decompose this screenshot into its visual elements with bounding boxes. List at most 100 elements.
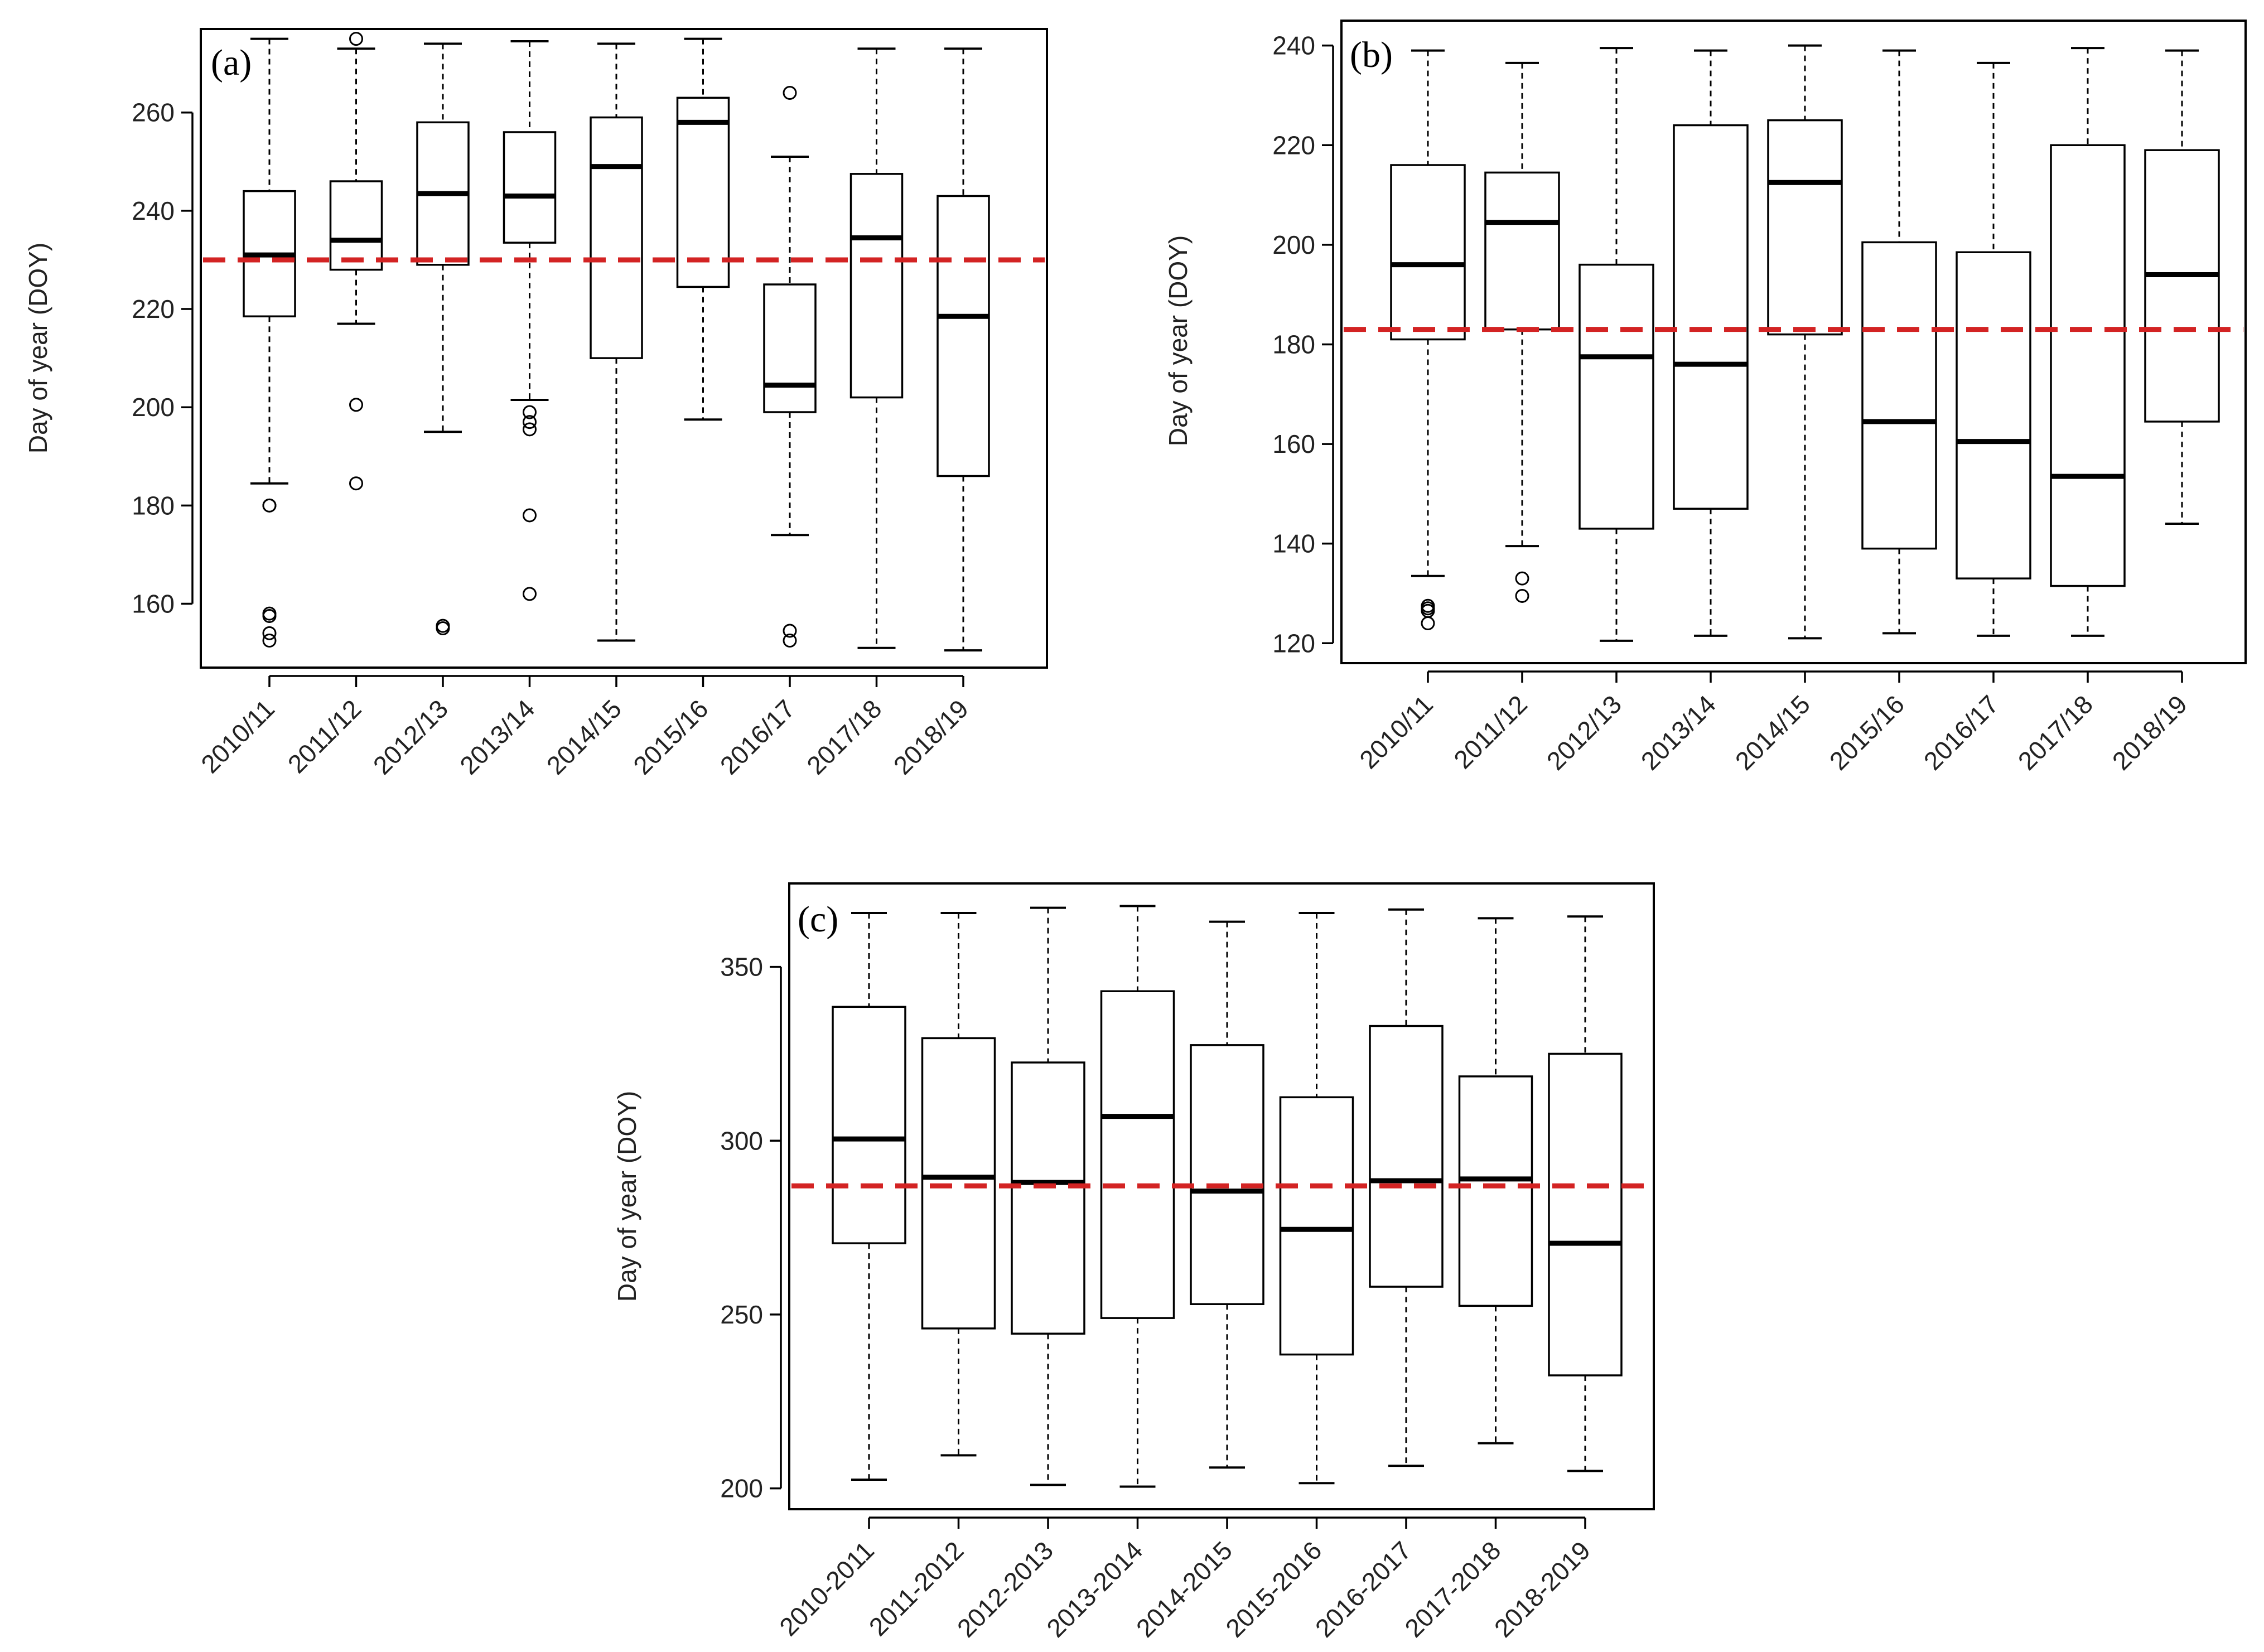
outlier-point [523, 415, 537, 429]
box [849, 173, 904, 399]
x-tick-label-a: 2012/13 [368, 694, 453, 780]
x-tick-label-b: 2010/11 [1354, 689, 1438, 774]
panel-label-a: (a) [211, 42, 252, 83]
box [1861, 241, 1937, 550]
y-tick-label-b: 200 [1272, 230, 1315, 259]
y-tick-label-a: 200 [132, 393, 175, 422]
box [1673, 124, 1749, 510]
x-tick-label-a: 2015/16 [627, 694, 713, 780]
x-tick-label-b: 2012/13 [1541, 689, 1627, 775]
outlier-point [783, 86, 797, 100]
box [2050, 144, 2126, 587]
box-group-c [1458, 917, 1533, 1445]
y-tick-label-c: 250 [720, 1300, 763, 1329]
box-group-a [416, 42, 470, 636]
outlier-point [1515, 588, 1529, 603]
plot-frame-a [200, 28, 1048, 669]
outlier-point [1515, 571, 1529, 586]
outlier-point [349, 398, 363, 412]
box-group-b [1767, 44, 1843, 640]
box [1100, 990, 1175, 1319]
outlier-point [262, 626, 277, 640]
y-tick-label-c: 200 [720, 1474, 763, 1503]
x-tick-label-a: 2010/11 [195, 694, 280, 779]
box-group-c [1369, 908, 1444, 1467]
x-tick-label-a: 2018/19 [888, 694, 974, 780]
panel-label-b: (b) [1350, 35, 1393, 75]
plot-area-a [203, 32, 1045, 652]
x-tick-label-b: 2018/19 [2107, 689, 2193, 775]
box-group-c [1548, 915, 1623, 1472]
outlier-point [349, 32, 363, 46]
y-tick-label-b: 120 [1272, 629, 1315, 658]
panel-label-c: (c) [798, 899, 838, 940]
y-tick-label-c: 350 [720, 953, 763, 982]
box-group-b [1578, 47, 1654, 642]
box [2144, 149, 2220, 423]
box-group-c [1011, 906, 1085, 1486]
box-group-b [1956, 61, 2031, 637]
x-tick-label-b: 2015/16 [1824, 689, 1910, 775]
y-tick-label-a: 220 [132, 294, 175, 323]
y-tick-label-b: 240 [1272, 31, 1315, 60]
x-tick-label-b: 2011/12 [1448, 689, 1533, 774]
box-group-a [503, 40, 557, 601]
plot-frame-c [788, 882, 1655, 1510]
y-tick-label-a: 180 [132, 491, 175, 520]
panel-c: (c) Day of year (DOY) 200 250 300 350 2010-2… [612, 882, 1655, 1643]
outlier-point [523, 508, 537, 523]
plot-frame-b [1340, 20, 2247, 664]
box [676, 96, 730, 288]
box [937, 195, 990, 477]
y-tick-label-c: 300 [720, 1126, 763, 1155]
box [1956, 251, 2031, 579]
box-group-a [849, 47, 904, 649]
box-group-a [243, 37, 296, 648]
y-tick-label-a: 160 [132, 590, 175, 619]
y-tick-label-b: 220 [1272, 131, 1315, 160]
outlier-point [262, 498, 277, 513]
box [1011, 1061, 1085, 1335]
y-axis-label-c: Day of year (DOY) [612, 1091, 641, 1302]
outlier-point [783, 624, 797, 638]
box [1578, 263, 1654, 530]
box-group-a [763, 86, 817, 648]
box-group-a [937, 47, 990, 652]
outlier-point [783, 634, 797, 648]
x-tick-label-c: 2012-2013 [952, 1535, 1059, 1643]
box-group-a [329, 32, 383, 491]
x-tick-label-a: 2013/14 [454, 694, 540, 780]
x-tick-label-a: 2011/12 [282, 694, 367, 779]
box-group-a [590, 42, 643, 642]
outlier-point [349, 476, 363, 491]
box-group-c [1279, 911, 1354, 1485]
box [329, 180, 383, 271]
box [1458, 1075, 1533, 1307]
outlier-point [1421, 616, 1435, 631]
box [763, 283, 817, 413]
x-tick-label-b: 2017/18 [2012, 689, 2098, 775]
outlier-point [523, 587, 537, 601]
x-tick-label-c: 2013-2014 [1041, 1535, 1148, 1643]
x-tick-label-c: 2011-2012 [863, 1535, 969, 1641]
box [1484, 171, 1560, 331]
y-axis-label-a: Day of year (DOY) [23, 243, 52, 453]
box-group-c [832, 911, 906, 1481]
outlier-point [523, 405, 537, 419]
box [1190, 1044, 1264, 1305]
x-tick-label-c: 2015-2016 [1220, 1535, 1327, 1643]
box [832, 1006, 906, 1244]
box-group-c [921, 911, 996, 1457]
y-tick-label-a: 240 [132, 196, 175, 225]
outlier-point [523, 422, 537, 437]
box [1390, 164, 1466, 341]
x-tick-label-b: 2016/17 [1918, 689, 2004, 775]
panel-b: (b) Day of year (DOY) 120 140 160 180 200 220… [1164, 20, 2247, 776]
y-tick-label-a: 260 [132, 98, 175, 127]
x-tick-label-c: 2018-2019 [1489, 1535, 1596, 1643]
box [1767, 119, 1843, 336]
box [1548, 1052, 1623, 1376]
box-group-c [1100, 905, 1175, 1488]
outlier-point [436, 621, 450, 636]
